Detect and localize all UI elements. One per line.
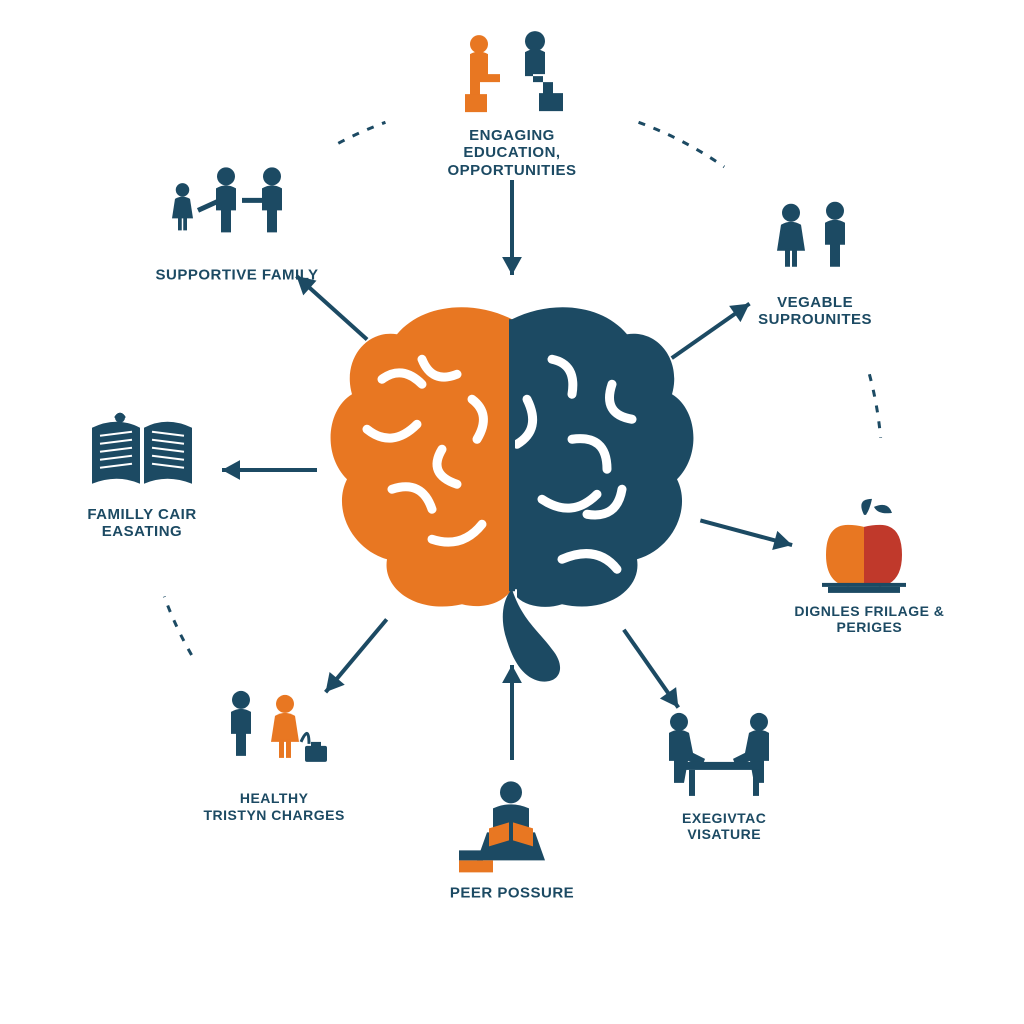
two-at-desk-icon: [634, 704, 814, 804]
two-people-standing-icon: [725, 188, 905, 288]
node-label: HEALTHYTRISTYN CHARGES: [184, 790, 364, 822]
family-holding-hands-icon: [147, 161, 327, 261]
two-people-sitting-icon: [422, 21, 602, 121]
node-label: PEER POSSURE: [422, 884, 602, 901]
node-label: DIGNLES FRILAGE &PERIGES: [779, 603, 959, 635]
node-dignles: DIGNLES FRILAGE &PERIGES: [779, 497, 959, 635]
node-healthy: HEALTHYTRISTYN CHARGES: [184, 684, 364, 822]
brain-icon: [322, 289, 702, 694]
node-label: SUPPORTIVE FAMILY: [147, 267, 327, 284]
brain-left-hemisphere: [331, 307, 512, 606]
node-education: ENGAGING EDUCATION,OPPORTUNITIES: [422, 21, 602, 179]
node-supportive: SUPPORTIVE FAMILY: [147, 161, 327, 284]
person-reading-icon: [422, 778, 602, 878]
couple-briefcase-icon: [184, 684, 364, 784]
node-peer: PEER POSSURE: [422, 778, 602, 901]
apple-icon: [779, 497, 959, 597]
node-vegable: VEGABLESUPROUNITES: [725, 188, 905, 329]
node-label: ENGAGING EDUCATION,OPPORTUNITIES: [422, 127, 602, 179]
open-book-icon: [52, 400, 232, 500]
node-label: FAMILLY CAIREASATING: [52, 506, 232, 541]
node-label: EXEGIVTACVISATURE: [634, 810, 814, 842]
node-familycair: FAMILLY CAIREASATING: [52, 400, 232, 541]
infographic-canvas: { "type": "infographic", "canvas": { "wi…: [0, 0, 1024, 1024]
node-exegivtac: EXEGIVTACVISATURE: [634, 704, 814, 842]
node-label: VEGABLESUPROUNITES: [725, 294, 905, 329]
